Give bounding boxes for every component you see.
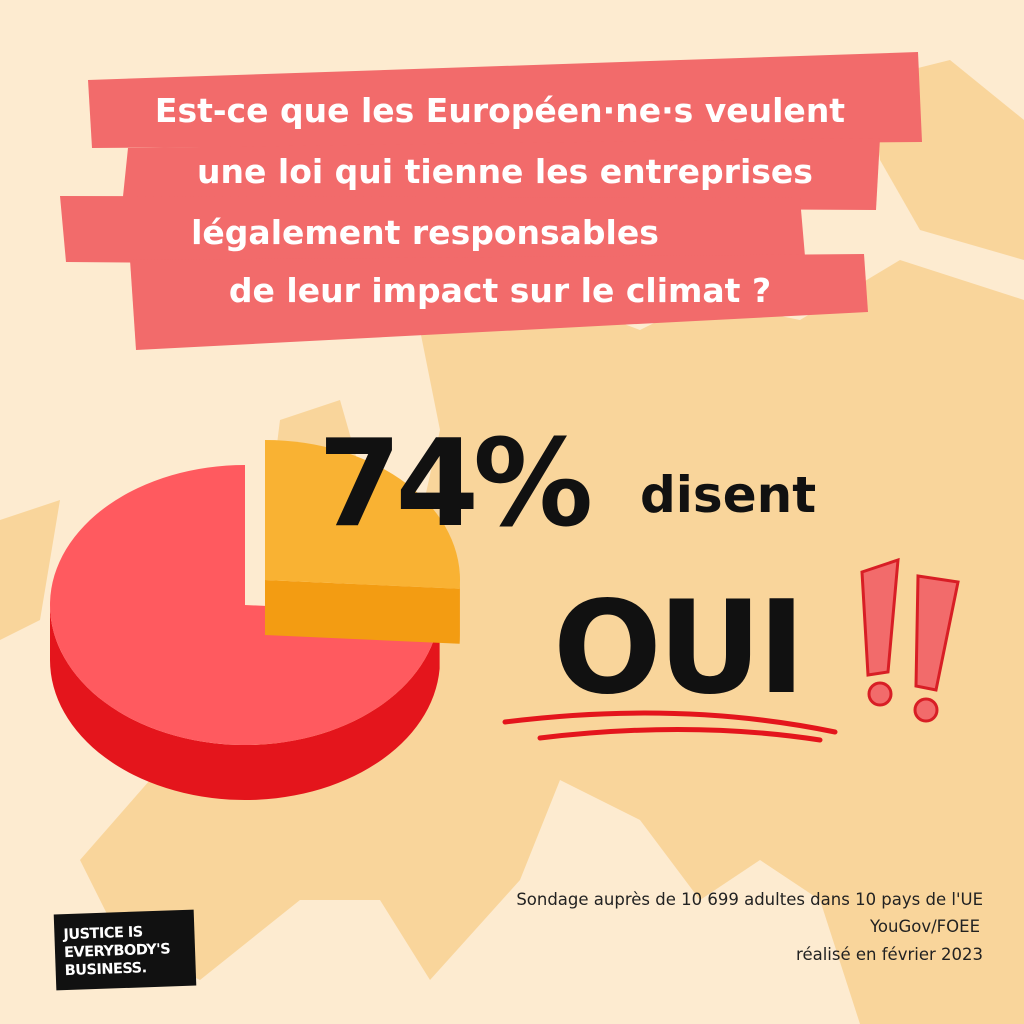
title-line: de leur impact sur le climat ?	[229, 271, 771, 310]
annotation-oui: OUI	[553, 574, 801, 723]
source-line: Sondage auprès de 10 699 adultes dans 10…	[516, 890, 983, 909]
source-line: réalisé en février 2023	[796, 945, 983, 964]
logo-line: JUSTICE IS	[62, 924, 143, 943]
exclamation-marks	[860, 557, 960, 723]
pie-chart	[49, 440, 461, 800]
pie-side	[50, 605, 440, 800]
source-line: YouGov/FOEE	[869, 917, 980, 936]
pie-slice	[49, 465, 440, 745]
headline-percent: 74%	[318, 415, 590, 554]
underline	[502, 710, 838, 743]
title-line: une loi qui tienne les entreprises	[197, 152, 813, 191]
pie-slice	[265, 440, 460, 589]
annotation: disent	[640, 466, 816, 524]
logo-line: BUSINESS.	[64, 960, 146, 979]
pie-side	[265, 580, 460, 644]
title-line: légalement responsables	[191, 213, 659, 252]
title-line: Est-ce que les Européen·ne·s veulent	[155, 91, 845, 130]
title-bands	[60, 52, 922, 350]
logo-line: EVERYBODY'S	[64, 941, 171, 961]
logo-box	[53, 909, 197, 991]
logo: JUSTICE IS EVERYBODY'S BUSINESS.	[53, 909, 197, 991]
